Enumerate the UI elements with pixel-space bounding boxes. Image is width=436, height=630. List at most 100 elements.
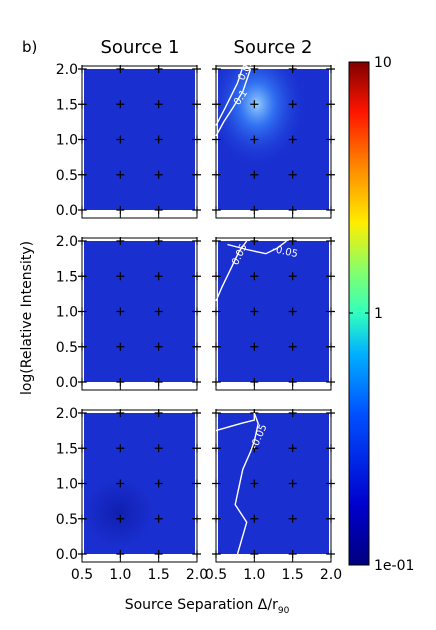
x-tick-label: 2.0 [320, 567, 342, 583]
heatmap-panel: -0.050.05 [212, 237, 335, 391]
sample-point-marker [154, 479, 163, 488]
y-tick-label: 0.5 [56, 340, 78, 356]
sample-point-marker [116, 550, 125, 558]
sample-point-marker [154, 307, 163, 316]
x-tick-label: 0.5 [71, 567, 93, 583]
heatmap-panel: 0.0 0.5 1.0 1.5 2.0 [56, 62, 201, 219]
heatmap-panel: 0.5 1.0 1.5 2.0-0.05 [205, 409, 342, 583]
x-axis-label: Source Separation Δ/r90 [125, 597, 290, 616]
sample-point-marker [288, 135, 297, 144]
sample-point-marker [116, 272, 125, 281]
sample-point-marker [116, 100, 125, 109]
colorbar: 10 1 1e-01 [348, 55, 414, 574]
sample-point-marker [116, 135, 125, 144]
y-tick-label: 0.0 [56, 547, 78, 563]
contour-line [215, 68, 243, 126]
sample-point-marker [116, 307, 125, 316]
sample-point-marker [116, 342, 125, 351]
sample-point-marker [154, 378, 163, 386]
sample-point-marker [288, 100, 297, 109]
sample-point-marker [154, 444, 163, 453]
y-tick-label: 1.5 [56, 97, 78, 113]
heatmap-field [218, 241, 329, 382]
y-tick-label: 1.0 [56, 477, 78, 493]
contour-line [215, 413, 255, 432]
colorbar-tick-top: 10 [374, 55, 392, 71]
sample-point-marker [250, 135, 259, 144]
contour-line [227, 240, 287, 255]
heatmap-field [84, 241, 195, 382]
sample-point-marker [288, 479, 297, 488]
sample-point-marker [250, 170, 259, 179]
sample-point-marker [116, 206, 125, 214]
y-axis-label: log(Relative Intensity) [19, 241, 35, 395]
heatmap-panels: 0.0 0.5 1.0 1.5 2.0 0.10.05 0.0 0.5 1.0 1.5 2.0 -0.… [56, 58, 342, 583]
y-tick-label: 1.5 [56, 441, 78, 457]
column-title-2: Source 2 [234, 37, 313, 58]
colorbar-tick-bottom: 1e-01 [374, 558, 414, 574]
sample-point-marker [250, 342, 259, 351]
sample-point-marker [250, 272, 259, 281]
sample-point-marker [250, 378, 259, 386]
sample-point-marker [116, 514, 125, 523]
sample-point-marker [116, 170, 125, 179]
contour-line [234, 412, 259, 555]
sample-point-marker [288, 444, 297, 453]
sample-point-marker [288, 170, 297, 179]
colorbar-tick-middle: 1 [374, 306, 383, 322]
sample-point-marker [250, 100, 259, 109]
x-tick-label: 0.5 [205, 567, 227, 583]
x-axis-label-subscript: 90 [278, 606, 290, 616]
sample-point-marker [288, 307, 297, 316]
x-tick-label: 1.0 [243, 567, 265, 583]
x-tick-label: 1.0 [109, 567, 131, 583]
x-tick-label: 2.0 [186, 567, 208, 583]
sample-point-marker [288, 378, 297, 386]
sample-point-marker [288, 514, 297, 523]
sample-point-marker [154, 342, 163, 351]
column-title-1: Source 1 [101, 37, 180, 58]
sample-point-marker [116, 378, 125, 386]
y-tick-label: 2.0 [56, 234, 78, 250]
heatmap-field [218, 413, 329, 554]
sample-point-marker [250, 514, 259, 523]
y-tick-label: 0.0 [56, 375, 78, 391]
y-tick-label: 0.5 [56, 512, 78, 528]
y-tick-label: 1.0 [56, 133, 78, 149]
sample-point-marker [250, 206, 259, 214]
sample-point-marker [154, 272, 163, 281]
heatmap-field [84, 69, 195, 210]
contour-label: -0.05 [271, 244, 299, 260]
sample-point-marker [288, 342, 297, 351]
y-tick-label: 1.0 [56, 305, 78, 321]
x-axis-label-main: Source Separation Δ/r [125, 597, 278, 613]
panel-label: b) [22, 38, 37, 56]
x-tick-label: 1.5 [148, 567, 170, 583]
sample-point-marker [288, 550, 297, 558]
sample-point-marker [154, 206, 163, 214]
sample-point-marker [116, 479, 125, 488]
y-tick-label: 2.0 [56, 406, 78, 422]
sample-point-marker [250, 307, 259, 316]
x-tick-label: 1.5 [282, 567, 304, 583]
sample-point-marker [288, 206, 297, 214]
sample-point-marker [154, 170, 163, 179]
y-tick-label: 1.5 [56, 269, 78, 285]
sample-point-marker [116, 444, 125, 453]
contour-line [215, 68, 252, 137]
sample-point-marker [154, 135, 163, 144]
sample-point-marker [288, 272, 297, 281]
y-tick-label: 0.0 [56, 203, 78, 219]
heatmap-panel: 0.0 0.5 1.0 1.5 2.0 [56, 234, 201, 391]
sample-point-marker [154, 550, 163, 558]
contour-line [215, 240, 248, 302]
sample-point-marker [250, 479, 259, 488]
sample-point-marker [250, 550, 259, 558]
heatmap-panel: 0.10.05 [212, 58, 335, 219]
heatmap-panel: 0.0 0.5 1.0 1.5 2.0 0.5 1.0 1.5 2.0 [56, 406, 208, 583]
y-tick-label: 0.5 [56, 168, 78, 184]
sample-point-marker [154, 100, 163, 109]
y-tick-label: 2.0 [56, 62, 78, 78]
sample-point-marker [154, 514, 163, 523]
